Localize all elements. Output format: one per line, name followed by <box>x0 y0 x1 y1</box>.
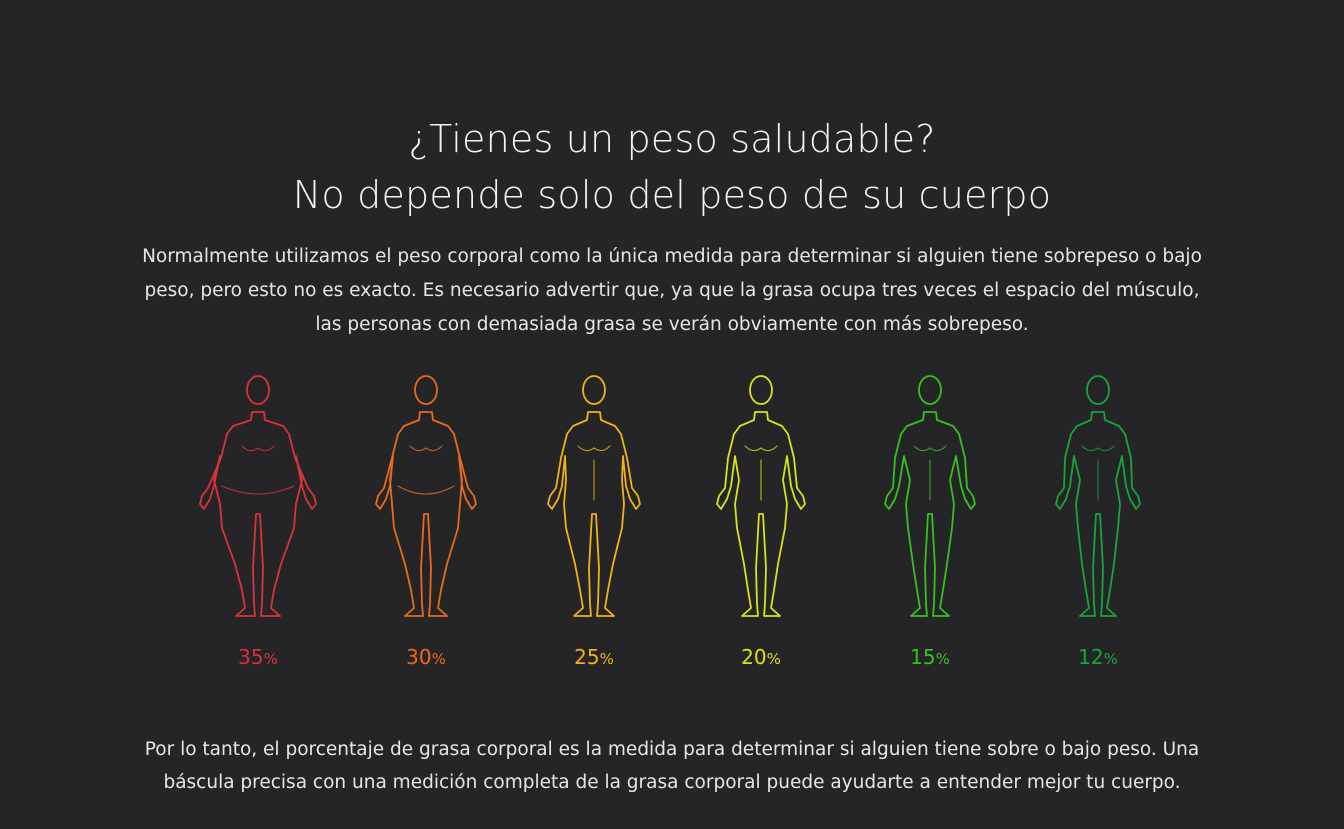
body-outline <box>375 411 477 617</box>
body-outline <box>547 411 641 617</box>
figure-15: 15% <box>855 368 1005 688</box>
figure-35: 35% <box>183 368 333 688</box>
head-outline <box>1086 375 1110 405</box>
headline-question: ¿Tienes un peso saludable? <box>408 117 936 161</box>
body-outline <box>199 411 317 617</box>
percentage-label: 30% <box>406 645 446 669</box>
figure-25: 25% <box>519 368 669 688</box>
torso-detail <box>221 445 295 495</box>
percentage-label: 25% <box>574 645 614 669</box>
torso-detail <box>397 445 455 495</box>
figure-30: 30% <box>351 368 501 688</box>
obese-body-icon <box>199 375 317 617</box>
percentage-label: 35% <box>238 645 278 669</box>
body-outline <box>884 411 976 617</box>
figure-20: 20% <box>686 368 836 688</box>
fit-body-icon <box>716 375 806 617</box>
conclusion-line-1: Por lo tanto, el porcentaje de grasa cor… <box>144 739 1200 760</box>
torso-detail <box>913 445 947 501</box>
head-outline <box>918 375 942 405</box>
average-body-icon <box>547 375 641 617</box>
intro-line-3: las personas con demasiada grasa se verá… <box>315 314 1029 335</box>
head-outline <box>246 375 270 405</box>
figure-12: 12% <box>1023 368 1173 688</box>
percentage-label: 20% <box>741 645 781 669</box>
torso-detail <box>577 445 611 501</box>
intro-line-1: Normalmente utilizamos el peso corporal … <box>142 246 1202 267</box>
body-outline <box>1055 411 1141 617</box>
lean-body-icon <box>1055 375 1141 617</box>
head-outline <box>749 375 773 405</box>
intro-line-2: peso, pero esto no es exacto. Es necesar… <box>144 280 1200 301</box>
athletic-body-icon <box>884 375 976 617</box>
overweight-body-icon <box>375 375 477 617</box>
torso-detail <box>1081 445 1115 501</box>
body-outline <box>716 411 806 617</box>
body-fat-figures: 35% 30% 25% 20% 15% 12% <box>0 368 1344 688</box>
percentage-label: 15% <box>910 645 950 669</box>
head-outline <box>414 375 438 405</box>
torso-detail <box>744 445 778 501</box>
head-outline <box>582 375 606 405</box>
headline-subtitle: No depende solo del peso de su cuerpo <box>292 173 1052 217</box>
percentage-label: 12% <box>1078 645 1118 669</box>
conclusion-line-2: báscula precisa con una medición complet… <box>163 772 1181 793</box>
